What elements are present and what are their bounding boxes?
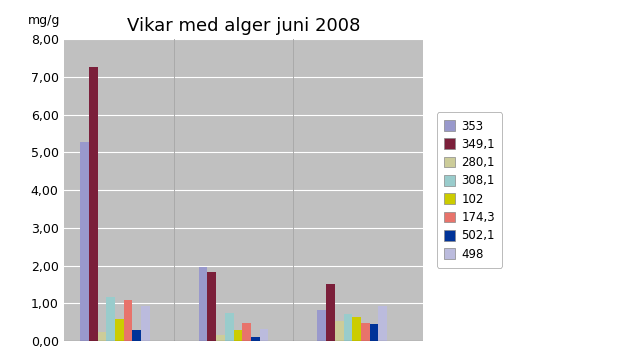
Bar xyxy=(242,323,251,341)
Bar xyxy=(352,317,361,341)
Bar xyxy=(89,67,98,341)
Bar xyxy=(233,331,242,341)
Bar xyxy=(216,335,225,341)
Bar xyxy=(132,330,141,341)
Bar xyxy=(106,297,115,341)
Bar xyxy=(317,310,326,341)
Bar xyxy=(207,272,216,341)
Legend: 353, 349,1, 280,1, 308,1, 102, 174,3, 502,1, 498: 353, 349,1, 280,1, 308,1, 102, 174,3, 50… xyxy=(436,112,502,268)
Bar xyxy=(98,332,106,341)
Bar xyxy=(141,305,150,341)
Bar xyxy=(260,329,269,341)
Bar xyxy=(344,314,352,341)
Bar xyxy=(80,142,89,341)
Bar xyxy=(115,319,124,341)
Bar xyxy=(378,306,387,341)
Bar xyxy=(199,268,207,341)
Text: mg/g: mg/g xyxy=(28,14,60,27)
Bar xyxy=(225,313,233,341)
Bar xyxy=(326,284,335,341)
Bar xyxy=(335,321,344,341)
Title: Vikar med alger juni 2008: Vikar med alger juni 2008 xyxy=(127,17,360,35)
Bar xyxy=(124,300,132,341)
Bar xyxy=(251,337,260,341)
Bar xyxy=(361,323,370,341)
Bar xyxy=(370,324,378,341)
